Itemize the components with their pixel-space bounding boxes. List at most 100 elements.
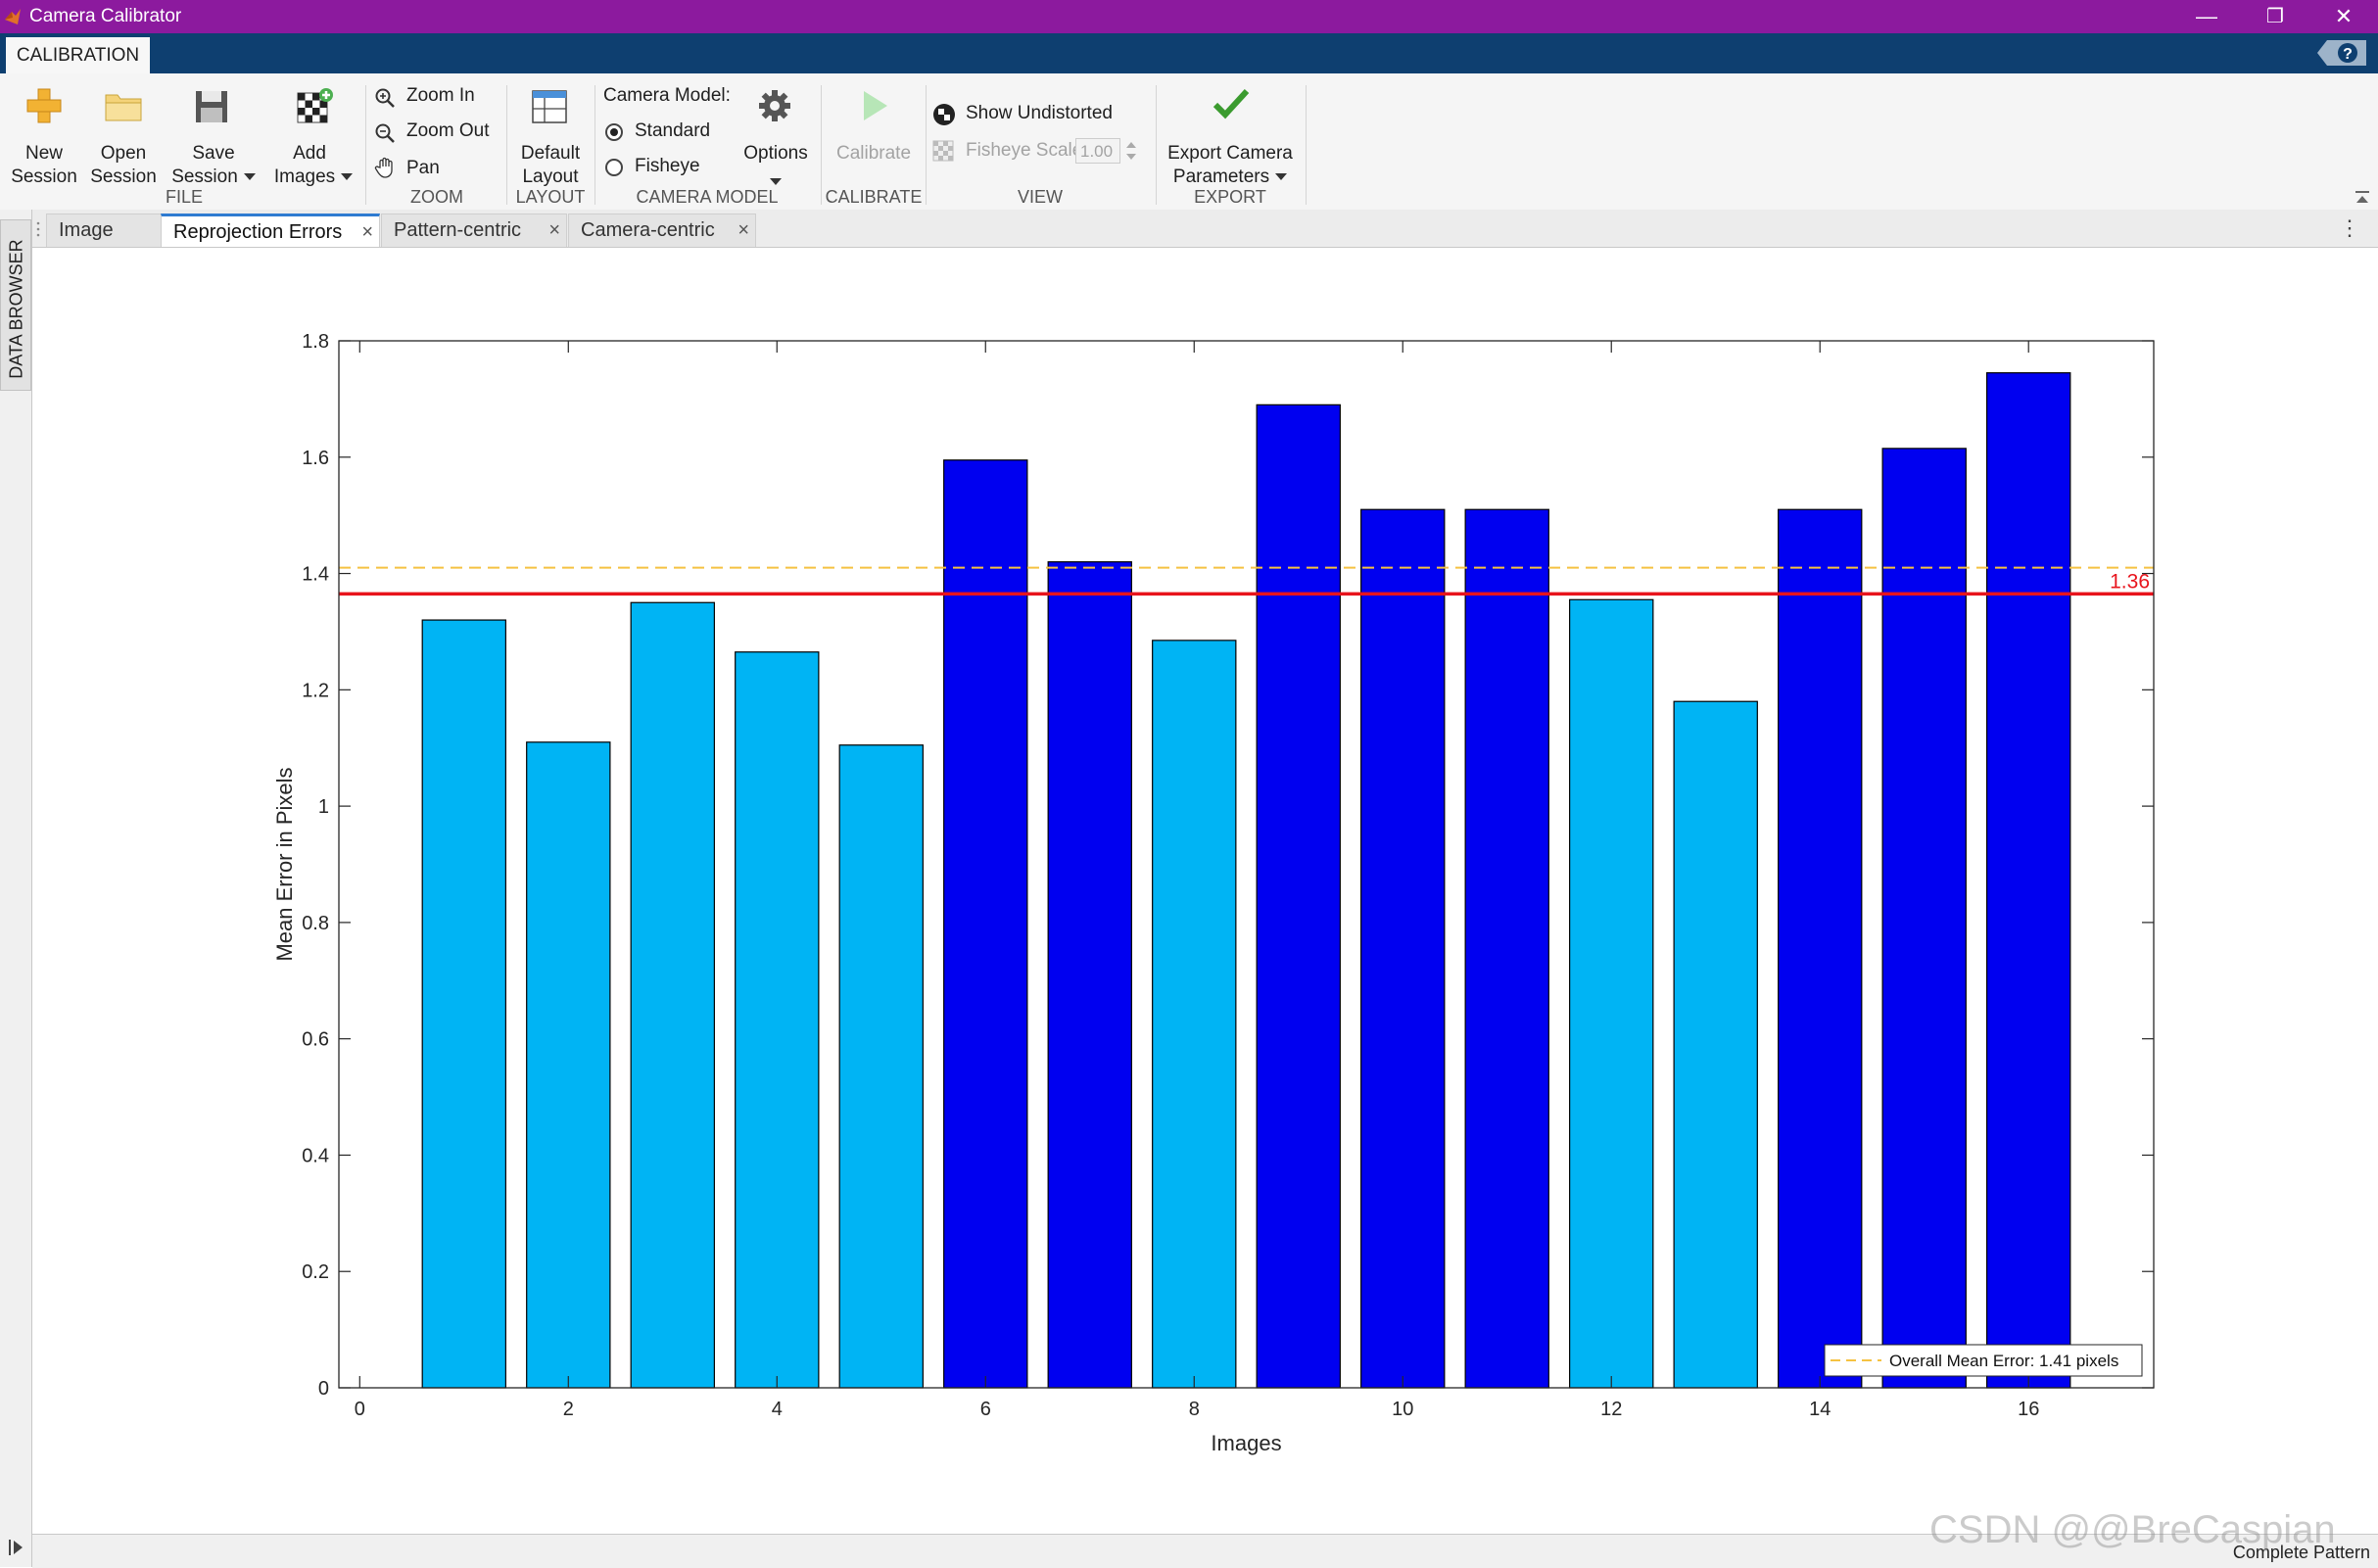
show-undistorted-button[interactable]: Show Undistorted	[932, 101, 1128, 128]
add-images-label-line2: Images	[268, 166, 358, 189]
bar[interactable]	[421, 619, 506, 1389]
bar[interactable]	[1360, 508, 1446, 1389]
zoom-in-button[interactable]: Zoom In	[374, 85, 501, 111]
pan-button[interactable]: Pan	[374, 156, 501, 181]
close-icon[interactable]: ×	[548, 219, 560, 241]
layout-icon	[532, 90, 567, 123]
export-camera-parameters-button[interactable]: Export Camera Parameters	[1162, 83, 1299, 191]
bar-chart-svg[interactable]: 00.20.40.60.811.21.41.61.80 2 4 6 8 10 12 14 16 …	[32, 248, 2378, 1534]
x-axis-label: Images	[1211, 1431, 1281, 1455]
doc-tab-reprojection-errors[interactable]: Reprojection Errors ×	[161, 214, 380, 247]
open-session-button[interactable]: Open Session	[86, 83, 161, 191]
export-label-line1: Export Camera	[1167, 143, 1293, 164]
y-tick-label: 0.6	[302, 1029, 329, 1051]
collapse-ribbon-icon[interactable]	[2354, 189, 2370, 205]
bar[interactable]	[1464, 508, 1549, 1389]
options-button[interactable]: Options	[737, 83, 815, 191]
y-tick-label: 0.4	[302, 1145, 329, 1166]
doc-tab-image[interactable]: Image	[46, 214, 175, 247]
standard-radio[interactable]: Standard	[603, 120, 721, 146]
fisheye-scale-label: Fisheye Scale	[966, 140, 1083, 161]
group-separator	[365, 85, 366, 205]
pan-label: Pan	[406, 158, 440, 178]
fisheye-scale-input[interactable]: 1.00	[1075, 138, 1120, 164]
y-tick-label: 1	[318, 796, 329, 818]
zoom-out-label: Zoom Out	[406, 120, 490, 141]
bar[interactable]	[1047, 561, 1132, 1389]
zoom-in-icon	[375, 88, 395, 108]
y-tick-label: 1.6	[302, 448, 329, 469]
bar[interactable]	[1881, 448, 1967, 1389]
group-label-zoom: ZOOM	[410, 187, 463, 207]
new-session-button[interactable]: New Session	[6, 83, 82, 191]
chevron-down-icon	[243, 173, 256, 181]
doc-tab-label: Pattern-centric	[394, 219, 522, 241]
chevron-down-icon	[1275, 173, 1288, 181]
doc-tab-pattern-centric[interactable]: Pattern-centric ×	[381, 214, 567, 247]
bars-group	[421, 372, 2071, 1389]
matlab-app-icon	[5, 9, 21, 24]
bar[interactable]	[630, 601, 715, 1389]
ribbon-tab-strip: CALIBRATION ?	[0, 33, 2378, 73]
help-icon[interactable]: ?	[2307, 38, 2368, 68]
doc-tab-camera-centric[interactable]: Camera-centric ×	[568, 214, 756, 247]
window-title: Camera Calibrator	[29, 6, 182, 26]
new-session-label: New Session	[11, 143, 77, 187]
close-button[interactable]: ✕	[2334, 4, 2354, 28]
save-session-button[interactable]: Save Session	[166, 83, 261, 191]
bar[interactable]	[735, 651, 820, 1389]
drag-grip-icon[interactable]	[36, 221, 40, 237]
close-icon[interactable]: ×	[361, 221, 373, 243]
tab-calibration[interactable]: CALIBRATION	[6, 37, 150, 73]
axes-group: 0 0.2 0.4 0.6 0.8 1 1.2 1.4 1.6 1.8 0 2 4 6 8 10 12 14 16	[302, 331, 2155, 1420]
doc-tab-label: Camera-centric	[581, 219, 715, 241]
group-label-layout: LAYOUT	[515, 187, 586, 207]
minimize-button[interactable]: —	[2196, 4, 2217, 28]
restore-button[interactable]: ❐	[2266, 6, 2284, 27]
status-bar: Complete Pattern	[32, 1534, 2378, 1568]
bar[interactable]	[1986, 372, 2071, 1389]
standard-radio-label: Standard	[635, 120, 711, 141]
spinner-arrows-icon[interactable]	[1124, 138, 1138, 164]
add-images-button[interactable]: Add Images	[268, 83, 358, 191]
bar[interactable]	[943, 459, 1028, 1389]
more-options-icon[interactable]: ⋮	[2339, 215, 2360, 240]
save-session-label-line2: Session	[166, 166, 261, 189]
y-tick-label: 1.8	[302, 331, 329, 353]
doc-tab-label: Reprojection Errors	[173, 221, 343, 243]
data-browser-tab[interactable]: DATA BROWSER	[0, 219, 31, 391]
bar[interactable]	[1673, 700, 1758, 1389]
close-icon[interactable]: ×	[737, 219, 749, 241]
group-separator	[1306, 85, 1307, 205]
legend-entry: Overall Mean Error: 1.41 pixels	[1889, 1352, 2118, 1370]
y-tick-label: 0	[318, 1378, 329, 1400]
x-tick-label: 10	[1392, 1399, 1413, 1420]
y-axis-label: Mean Error in Pixels	[272, 767, 297, 961]
ribbon-toolbar: New Session Open Session Save Session Ad…	[0, 73, 2378, 211]
bar[interactable]	[1569, 598, 1654, 1389]
reference-lines-group	[339, 566, 2154, 596]
data-browser-panel: DATA BROWSER	[0, 210, 32, 1567]
default-layout-button[interactable]: Default Layout	[511, 83, 590, 191]
save-icon	[196, 91, 227, 122]
bar[interactable]	[1778, 508, 1863, 1389]
expand-panel-icon[interactable]	[8, 1538, 25, 1557]
zoom-out-button[interactable]: Zoom Out	[374, 120, 501, 146]
new-session-icon	[26, 88, 62, 123]
bar[interactable]	[1152, 640, 1237, 1389]
group-label-export: EXPORT	[1194, 187, 1266, 207]
group-label-file: FILE	[165, 187, 203, 207]
group-separator	[506, 85, 507, 205]
fisheye-radio[interactable]: Fisheye	[603, 156, 721, 181]
default-layout-label: Default Layout	[520, 143, 581, 187]
x-tick-label: 2	[563, 1399, 574, 1420]
x-tick-label: 16	[2018, 1399, 2039, 1420]
bar[interactable]	[526, 741, 611, 1389]
y-tick-label: 0.2	[302, 1261, 329, 1283]
zoom-in-label: Zoom In	[406, 85, 475, 106]
calibrate-button[interactable]: Calibrate	[825, 83, 923, 191]
legend[interactable]: Overall Mean Error: 1.41 pixels	[1824, 1344, 2143, 1377]
bar[interactable]	[1256, 404, 1341, 1389]
show-undistorted-label: Show Undistorted	[966, 103, 1113, 123]
bar[interactable]	[838, 744, 924, 1389]
